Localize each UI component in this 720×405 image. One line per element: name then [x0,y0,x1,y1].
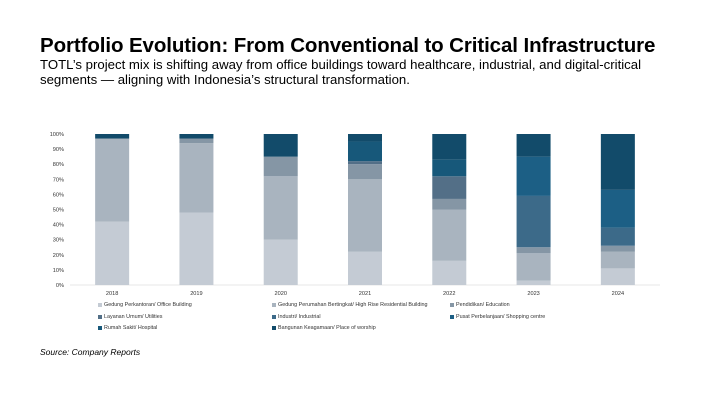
legend-item: Layanan Umum/ Utilities [98,314,162,320]
y-tick-label: 30% [53,238,64,244]
bar-segment [263,156,298,177]
bar-segment [179,138,214,144]
legend-label: Industri/ Industrial [278,314,321,320]
legend-item: Pusat Perbelanjaan/ Shopping centre [450,314,545,320]
legend-item: Gedung Perumahan Bertingkat/ High Rise R… [272,302,428,308]
bar-segment [600,268,635,285]
bar-segment [600,245,635,252]
y-tick-label: 50% [53,208,64,214]
y-tick-label: 40% [53,223,64,229]
bar-segment [348,134,382,142]
x-tick-label: 2024 [612,291,624,297]
bar-segment [95,138,130,222]
bar-segment [348,251,382,285]
y-tick-label: 90% [53,147,64,153]
slide-title: Portfolio Evolution: From Conventional t… [40,34,656,57]
legend-label: Bangunan Keagamaan/ Place of worship [278,325,376,331]
legend-label: Layanan Umum/ Utilities [104,314,163,320]
x-tick-label: 2023 [527,291,539,297]
legend-item: Bangunan Keagamaan/ Place of worship [272,325,376,331]
legend-swatch [450,303,454,307]
legend-swatch [272,326,276,330]
bar-segment [516,280,551,285]
x-tick-label: 2022 [443,291,455,297]
bar-segment [348,161,382,165]
bar-segment [263,134,298,157]
bar-segment [600,227,635,246]
legend-item: Gedung Perkantoran/ Office Building [98,302,192,308]
bar-segment [348,164,382,180]
legend-swatch [98,326,102,330]
bar-segment [179,143,214,213]
y-tick-label: 20% [53,253,64,259]
bar-segment [600,134,635,190]
bar-segment [348,179,382,252]
bar-segment [432,176,467,199]
x-tick-label: 2020 [274,291,286,297]
bar-segment [432,159,467,177]
bar-segment [263,176,298,240]
y-tick-label: 80% [53,162,64,168]
legend-label: Pusat Perbelanjaan/ Shopping centre [456,314,546,320]
bar-segment [95,134,130,139]
bar-segment [516,195,551,248]
bar-segment [600,189,635,228]
bar-segment [600,251,635,269]
x-tick-label: 2019 [190,291,202,297]
legend-swatch [450,315,454,319]
y-tick-label: 10% [53,268,64,274]
bar-segment [179,212,214,285]
legend-swatch [98,315,102,319]
bar-segment [516,253,551,281]
y-tick-label: 0% [56,283,64,289]
bar-segment [432,198,467,210]
bar-segment [432,209,467,261]
x-tick-label: 2021 [359,291,371,297]
legend-label: Gedung Perkantoran/ Office Building [104,302,192,308]
legend-item: Pendidikan/ Education [450,302,510,308]
bar-segment [263,239,298,285]
bar-segment [516,247,551,254]
slide-subtitle: TOTL’s project mix is shifting away from… [40,57,642,87]
legend-label: Pendidikan/ Education [456,302,510,308]
legend-item: Rumah Sakit/ Hospital [98,325,157,331]
y-tick-label: 100% [50,132,64,138]
legend-swatch [98,303,102,307]
legend-label: Rumah Sakit/ Hospital [104,325,158,331]
legend-label: Gedung Perumahan Bertingkat/ High Rise R… [278,302,428,308]
legend-item: Industri/ Industrial [272,314,321,320]
y-tick-label: 60% [53,192,64,198]
bar-segment [516,156,551,196]
x-tick-label: 2018 [106,291,118,297]
bar-segment [348,141,382,162]
bar-segment [432,260,467,285]
legend-swatch [272,303,276,307]
source-note: Source: Company Reports [40,347,141,357]
bar-segment [95,221,130,285]
bar-segment [179,134,214,139]
legend-swatch [272,315,276,319]
bar-segment [432,134,467,160]
y-tick-label: 70% [53,177,64,183]
bar-segment [516,134,551,157]
